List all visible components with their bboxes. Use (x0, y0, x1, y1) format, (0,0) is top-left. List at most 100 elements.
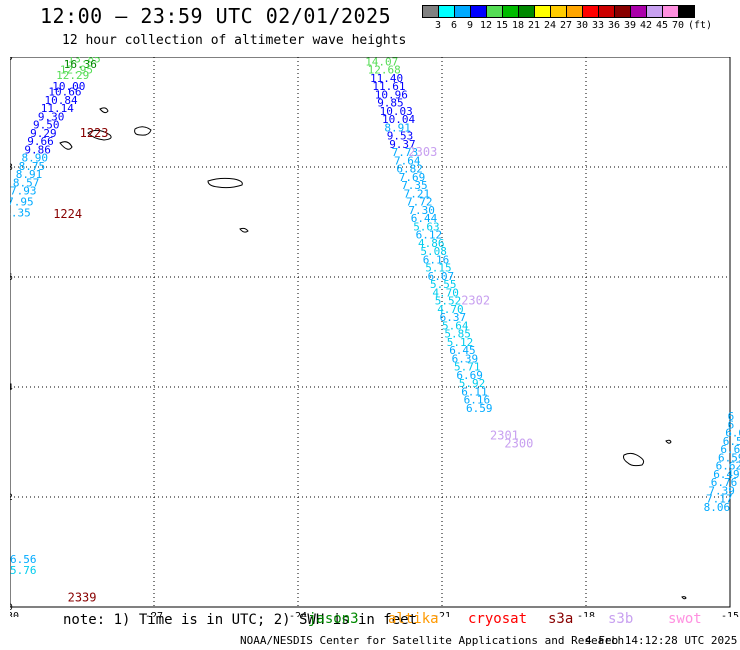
island-outline (207, 177, 243, 189)
wave-height-value: 10.96 (375, 88, 408, 101)
scale-swatch (534, 5, 551, 18)
scale-label: 42 (639, 20, 653, 31)
x-tick-label: -18 (577, 611, 595, 617)
wave-height-value: 7.30 (408, 204, 435, 217)
scale-label: 18 (511, 20, 525, 31)
scale-label: 12 (479, 20, 493, 31)
scale-swatch (422, 5, 439, 18)
satellite-legend-s3b: s3b (608, 611, 634, 627)
wave-height-value: 7.72 (406, 196, 433, 209)
wave-height-value: 6 (728, 410, 735, 423)
satellite-legend-cryosat: cryosat (468, 611, 528, 627)
wave-height-value: 11.14 (41, 102, 74, 115)
wave-height-value: 8.91 (384, 121, 411, 134)
wave-height-value: 16.36 (64, 58, 97, 71)
wave-height-value: 10.84 (45, 94, 78, 107)
wave-height-value: 10.66 (48, 86, 81, 99)
scale-swatch (582, 5, 599, 18)
color-scale-swatches (422, 5, 695, 18)
satellite-legend-swot: swot (668, 611, 702, 627)
wave-height-value: 6.37 (440, 311, 467, 324)
wave-height-value: 6.11 (461, 385, 488, 398)
scale-swatch (630, 5, 647, 18)
y-tick-label: 36 (10, 273, 13, 283)
y-tick-label: 38 (10, 163, 13, 173)
wave-height-value: 11.61 (372, 80, 405, 93)
scale-swatch (550, 5, 567, 18)
x-tick-label: -21 (433, 611, 451, 617)
color-scale-legend: 3 6 9 12 15 18 21 24 27 30 33 36 39 42 45 70 (ft) (422, 5, 712, 31)
pass-time-label: 2339 (68, 591, 97, 605)
wave-height-value: 6.16 (464, 394, 491, 407)
wave-height-value: 11.40 (370, 72, 403, 85)
wave-height-value: 10.00 (52, 80, 85, 93)
wave-height-value: 5.71 (454, 361, 481, 374)
pass-time-label: 2301 (490, 428, 519, 442)
satellite-legend-s3a: s3a (548, 611, 574, 627)
map-frame (10, 57, 731, 608)
wave-height-value: 7.39 (708, 484, 735, 497)
scale-swatch (502, 5, 519, 18)
scale-label: 30 (575, 20, 589, 31)
wave-height-value: 9.86 (24, 143, 51, 156)
y-tick-label: 40 (10, 57, 13, 63)
scale-label: 39 (623, 20, 637, 31)
wave-height-value: 8.06 (704, 501, 731, 514)
wave-height-value: 7.93 (10, 185, 37, 198)
wave-height-value: 5.52 (435, 295, 462, 308)
island-outline (239, 227, 249, 233)
satellite-legend-altika: altika (388, 611, 439, 627)
pass-time-label: 1224 (53, 207, 82, 221)
wave-height-value: 6.44 (411, 212, 438, 225)
wave-height-value: 5.12 (447, 336, 474, 349)
wave-height-value: 9.30 (38, 110, 64, 123)
wave-height-value: 9.53 (387, 130, 414, 143)
satellite-legend-jason3: jason3 (308, 611, 359, 627)
scale-label: 9 (466, 20, 474, 31)
scale-label: 6 (450, 20, 458, 31)
wave-height-value: 4.70 (432, 286, 459, 299)
wave-height-value: 6.69 (456, 369, 483, 382)
scale-swatch (662, 5, 679, 18)
x-tick-label: -27 (145, 611, 163, 617)
wave-height-value: 9.37 (389, 138, 416, 151)
scale-swatch (454, 5, 471, 18)
scale-swatch (486, 5, 503, 18)
scale-label: 33 (591, 20, 605, 31)
scale-label: (ft) (687, 20, 713, 31)
scale-label: 70 (671, 20, 685, 31)
wave-height-value: 14.07 (365, 57, 398, 68)
pass-time-label: 2302 (461, 294, 490, 308)
wave-height-value: 6.76 (711, 476, 738, 489)
wave-height-value: 6 (728, 418, 735, 431)
wave-height-value: 9.50 (33, 119, 60, 132)
wave-height-value: 5.63 (413, 220, 440, 233)
island-outline (59, 141, 73, 150)
pass-time-label: 1223 (80, 126, 109, 140)
wave-height-value: 7.69 (399, 171, 426, 184)
scale-swatch (566, 5, 583, 18)
wave-height-value: 6.62 (716, 460, 740, 473)
wave-height-value: 5.76 (10, 564, 37, 577)
scale-label: 3 (434, 20, 442, 31)
wave-height-value: 6.59 (466, 402, 493, 415)
wave-height-value: 7.35 (401, 179, 428, 192)
scale-swatch (678, 5, 695, 18)
island-outline (99, 107, 109, 114)
y-tick-label: 34 (10, 383, 13, 393)
chart-title: 12:00 – 23:59 UTC 02/01/2025 (40, 4, 392, 28)
wave-height-value: 12.68 (368, 64, 401, 77)
wave-height-value: 7.95 (10, 196, 34, 209)
scale-swatch (646, 5, 663, 18)
scale-swatch (598, 5, 615, 18)
wave-height-value: 9.29 (30, 127, 57, 140)
x-tick-label: -30 (10, 611, 19, 617)
wave-height-value: 8.75 (19, 160, 46, 173)
wave-height-value: 6.56 (10, 553, 37, 566)
scale-label: 21 (527, 20, 541, 31)
wave-height-value: 6.82 (396, 163, 423, 176)
wave-height-value: 6.07 (428, 270, 455, 283)
wave-height-value: 9.66 (27, 135, 53, 148)
scale-label: 36 (607, 20, 621, 31)
wave-height-value: 5.55 (430, 278, 457, 291)
